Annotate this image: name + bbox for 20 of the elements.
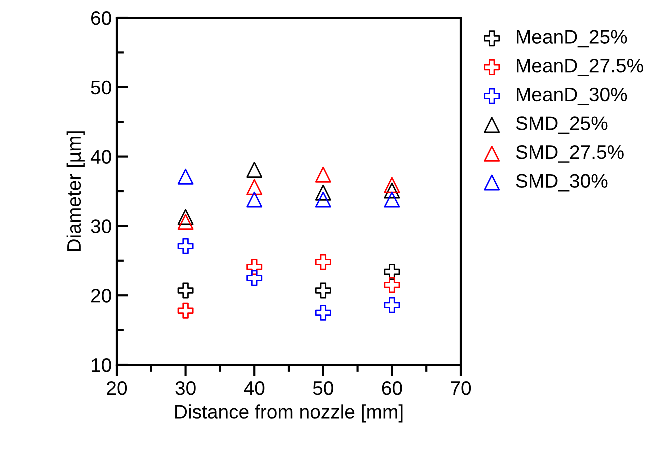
legend-label: SMD_30% (516, 174, 608, 192)
legend-label: SMD_27.5% (516, 145, 624, 163)
x-tick-label: 30 (176, 381, 196, 396)
y-tick-label: 20 (91, 289, 112, 303)
x-axis-title: Distance from nozzle [mm] (176, 404, 403, 423)
x-tick-label: 50 (313, 381, 334, 396)
legend-label: MeanD_25% (517, 30, 628, 48)
y-tick-label: 30 (91, 220, 112, 234)
legend-label: SMD_25% (516, 116, 608, 134)
y-tick-label: 40 (90, 150, 112, 164)
x-tick-label: 20 (107, 381, 128, 396)
x-tick-label: 70 (451, 381, 472, 396)
y-tick-label: 10 (92, 358, 112, 372)
legend-label: MeanD_27.5% (517, 59, 644, 76)
legend-label: MeanD_30% (517, 88, 628, 106)
y-tick-label: 50 (91, 80, 112, 95)
x-tick-label: 60 (382, 381, 402, 396)
x-tick-label: 40 (244, 381, 265, 396)
y-tick-label: 60 (92, 11, 112, 26)
y-axis-title: Diameter [µm] (66, 132, 85, 252)
